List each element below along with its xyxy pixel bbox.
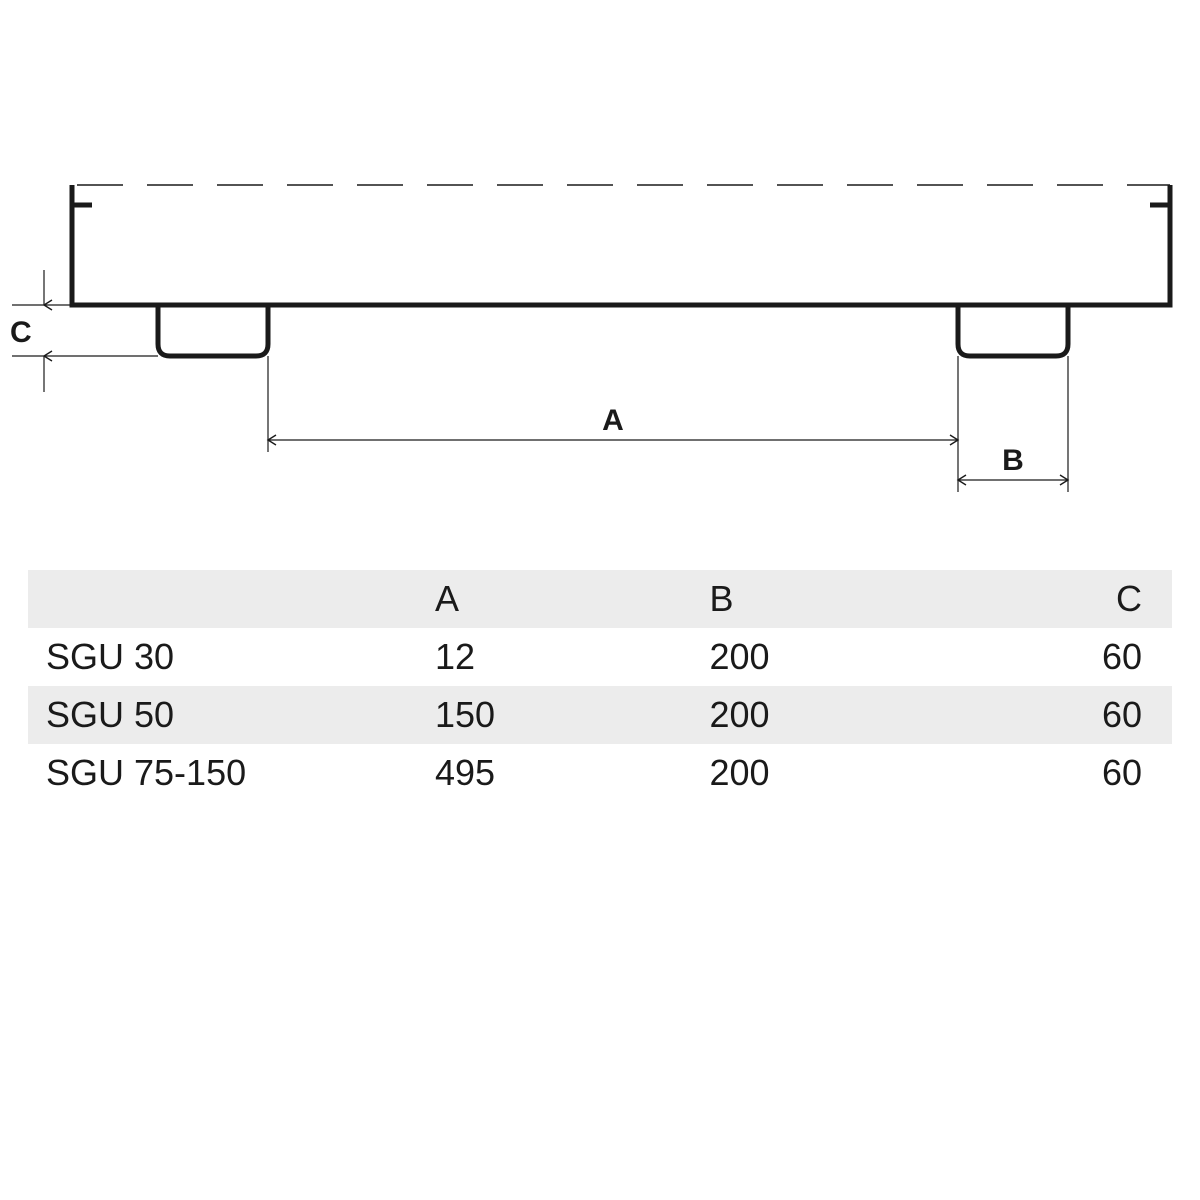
cell-c: 60 — [966, 744, 1172, 802]
table-row: SGU 75-150 495 200 60 — [28, 744, 1172, 802]
cell-a: 495 — [417, 744, 692, 802]
spec-table: A B C SGU 30 12 200 60 SGU 50 150 200 60 — [28, 570, 1172, 802]
cell-model: SGU 75-150 — [28, 744, 417, 802]
cell-model: SGU 30 — [28, 628, 417, 686]
container-outline — [72, 185, 1170, 305]
foot-left — [158, 305, 268, 356]
spec-table-header-row: A B C — [28, 570, 1172, 628]
cell-c: 60 — [966, 628, 1172, 686]
diagram-svg: A B C — [0, 0, 1200, 570]
col-header-b: B — [692, 570, 967, 628]
spec-table-wrap: A B C SGU 30 12 200 60 SGU 50 150 200 60 — [28, 570, 1172, 802]
col-header-c: C — [966, 570, 1172, 628]
col-header-model — [28, 570, 417, 628]
technical-diagram: A B C — [0, 0, 1200, 570]
cell-a: 12 — [417, 628, 692, 686]
cell-b: 200 — [692, 744, 967, 802]
foot-right — [958, 305, 1068, 356]
dim-label-a: A — [602, 404, 624, 437]
col-header-a: A — [417, 570, 692, 628]
table-row: SGU 50 150 200 60 — [28, 686, 1172, 744]
cell-b: 200 — [692, 686, 967, 744]
page-root: A B C A B C SGU 30 12 — [0, 0, 1200, 1200]
cell-c: 60 — [966, 686, 1172, 744]
table-row: SGU 30 12 200 60 — [28, 628, 1172, 686]
cell-a: 150 — [417, 686, 692, 744]
cell-b: 200 — [692, 628, 967, 686]
cell-model: SGU 50 — [28, 686, 417, 744]
dim-label-c: C — [10, 316, 32, 349]
dim-label-b: B — [1002, 444, 1024, 477]
